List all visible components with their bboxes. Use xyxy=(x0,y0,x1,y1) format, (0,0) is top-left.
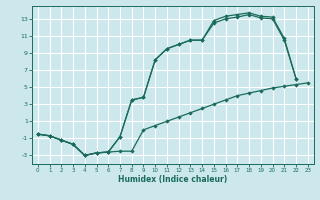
X-axis label: Humidex (Indice chaleur): Humidex (Indice chaleur) xyxy=(118,175,228,184)
